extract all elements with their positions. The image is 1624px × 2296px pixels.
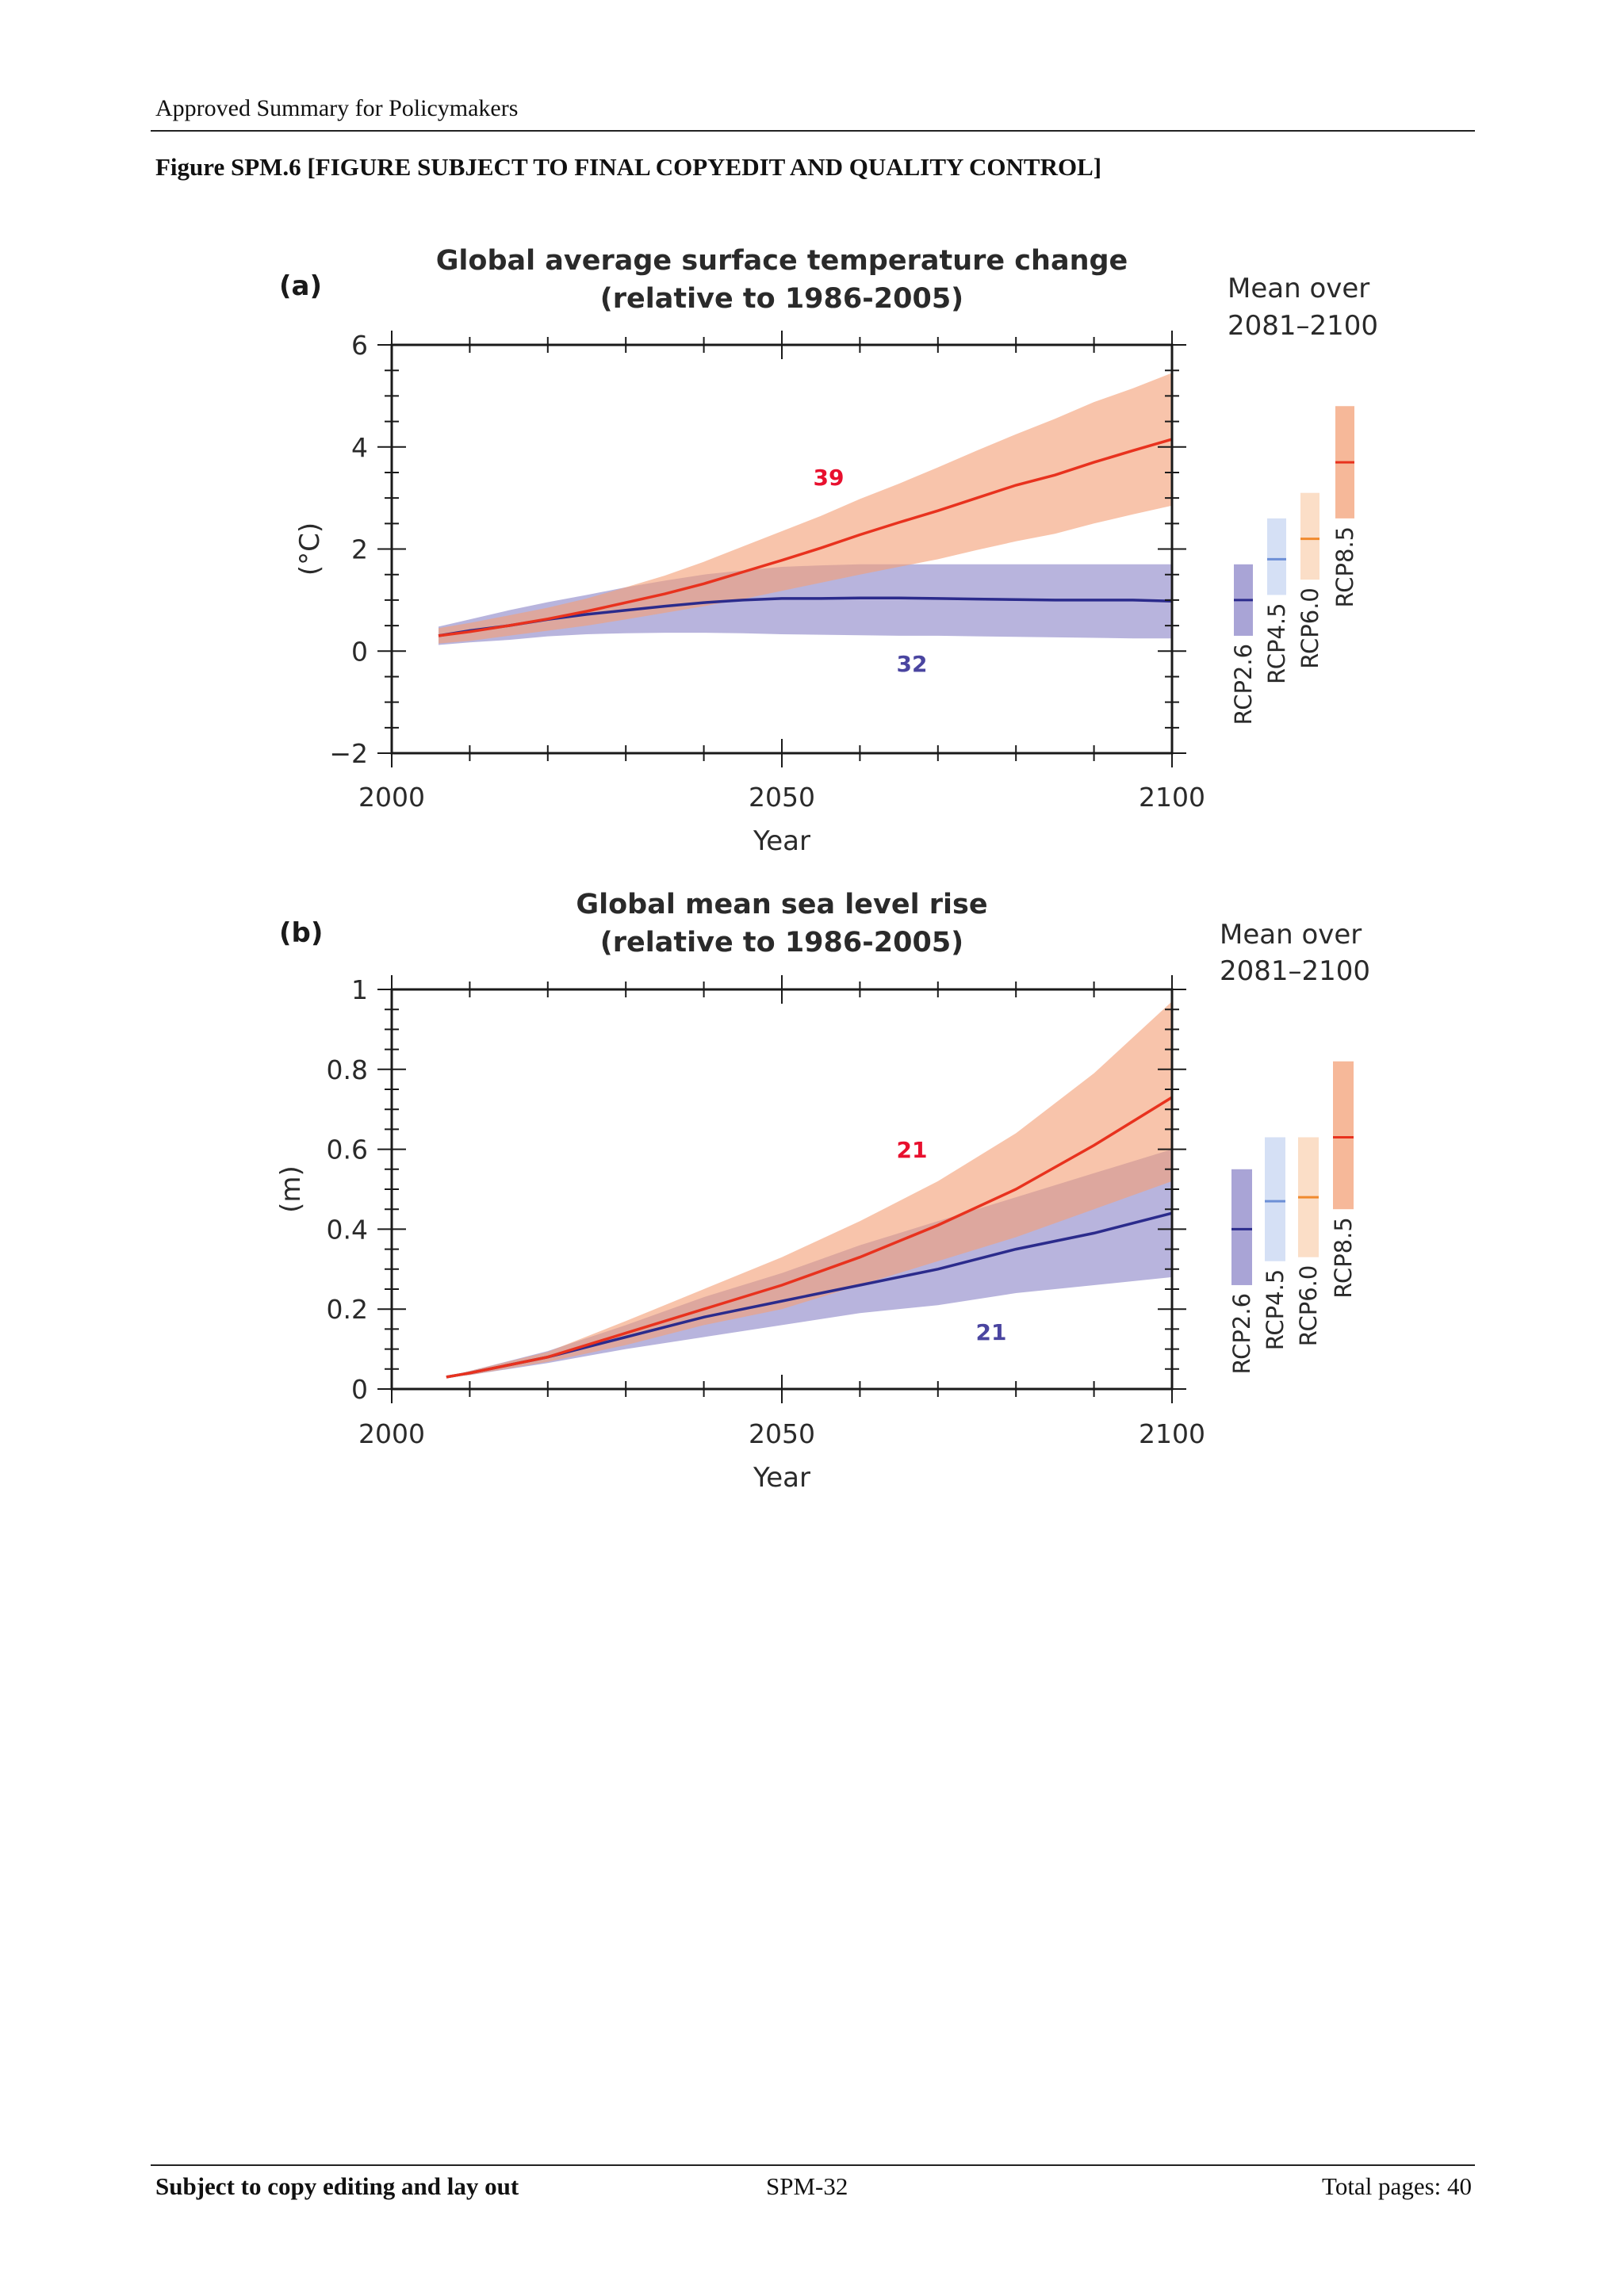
y-tick-label: 4 — [351, 432, 368, 463]
scenario-label: RCP2.6 — [1228, 1293, 1255, 1375]
mean-bars-title: Mean over — [1228, 273, 1369, 304]
chart-title: Global average surface temperature chang… — [436, 245, 1128, 277]
series-line-rcp85 — [446, 1096, 1173, 1379]
scenario-label: RCP6.0 — [1295, 1265, 1322, 1347]
footer-note: Subject to copy editing and lay out — [155, 2172, 519, 2200]
temperature-chart-panel: (a) Global average surface temperature ch… — [279, 245, 1378, 857]
model-count-label: 32 — [897, 651, 928, 677]
y-tick-label: 0.6 — [327, 1135, 368, 1165]
chart-subtitle: (relative to 1986-2005) — [600, 283, 963, 315]
scenario-label: RCP4.5 — [1262, 1269, 1289, 1351]
page-number: SPM-32 — [766, 2172, 848, 2200]
model-count-label: 39 — [814, 465, 845, 491]
mean-range-bar-rcp45 — [1267, 518, 1286, 595]
y-axis-label: (m) — [275, 1165, 307, 1213]
y-tick-label: 0 — [351, 636, 368, 667]
uncertainty-band-rcp26 — [439, 564, 1172, 645]
mean-bars-period: 2081–2100 — [1228, 310, 1378, 342]
uncertainty-band-rcp85 — [446, 1001, 1172, 1377]
x-tick-label: 2100 — [1139, 782, 1205, 813]
x-axis-label: Year — [753, 825, 810, 857]
series-line-rcp85 — [438, 438, 1173, 637]
x-tick-label: 2100 — [1139, 1418, 1205, 1449]
y-tick-label: 0.8 — [327, 1054, 368, 1085]
x-axis-label: Year — [753, 1462, 810, 1494]
scenario-label: RCP2.6 — [1230, 644, 1257, 725]
x-tick-label: 2000 — [358, 782, 425, 813]
x-tick-label: 2050 — [749, 1418, 815, 1449]
mean-range-bar-rcp85 — [1333, 1061, 1354, 1210]
mean-bars-title: Mean over — [1220, 919, 1362, 951]
total-pages: Total pages: 40 — [1322, 2172, 1472, 2200]
y-tick-label: 1 — [351, 974, 368, 1005]
mean-bars-period: 2081–2100 — [1220, 955, 1370, 987]
chart-subtitle: (relative to 1986-2005) — [600, 927, 963, 959]
scenario-label: RCP8.5 — [1330, 1217, 1357, 1299]
x-tick-label: 2000 — [358, 1418, 425, 1449]
model-count-label: 21 — [976, 1319, 1007, 1345]
page-header: Approved Summary for Policymakers — [155, 95, 519, 121]
uncertainty-band-rcp85 — [439, 373, 1172, 644]
y-axis-label: (°C) — [294, 522, 326, 576]
mean-range-bar-rcp26 — [1231, 1169, 1252, 1285]
y-tick-label: 2 — [351, 534, 368, 565]
panel-label: (a) — [279, 270, 322, 302]
scenario-label: RCP8.5 — [1331, 526, 1358, 608]
y-tick-label: 0.2 — [327, 1294, 368, 1325]
scenario-label: RCP6.0 — [1297, 587, 1323, 669]
header-rule — [151, 130, 1475, 132]
mean-range-bar-rcp60 — [1300, 492, 1320, 580]
panel-label: (b) — [279, 917, 323, 949]
x-tick-label: 2050 — [749, 782, 815, 813]
figure-caption: Figure SPM.6 [FIGURE SUBJECT TO FINAL CO… — [155, 153, 1102, 181]
scenario-label: RCP4.5 — [1263, 603, 1290, 684]
y-tick-label: 0 — [351, 1374, 368, 1405]
y-tick-label: −2 — [329, 738, 368, 769]
sea-level-chart-panel: (b) Global mean sea level rise (relative t… — [275, 889, 1370, 1494]
footer-rule — [151, 2164, 1475, 2166]
mean-range-bar-rcp45 — [1265, 1137, 1285, 1261]
chart-title: Global mean sea level rise — [576, 889, 987, 920]
y-tick-label: 0.4 — [327, 1214, 368, 1245]
y-tick-label: 6 — [351, 330, 368, 361]
model-count-label: 21 — [897, 1137, 928, 1163]
